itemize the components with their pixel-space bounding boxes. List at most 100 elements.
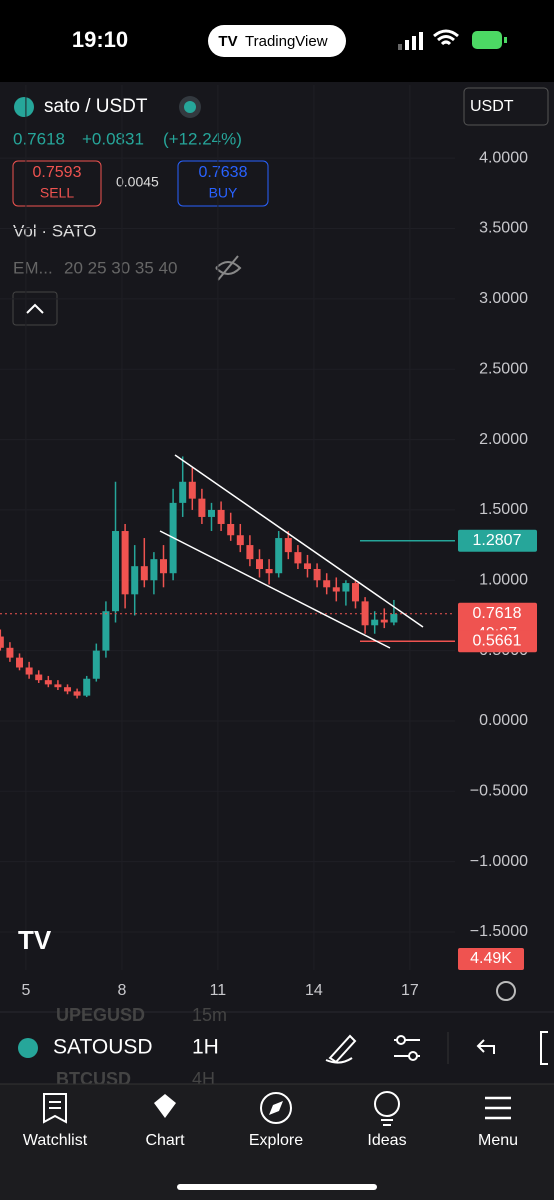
y-tick-label: −1.5000 (470, 923, 528, 940)
x-tick-label: 5 (21, 982, 30, 999)
more-icon[interactable] (540, 1031, 548, 1065)
nav-label[interactable]: Ideas (367, 1132, 406, 1149)
candle-body (323, 580, 331, 588)
candle-body (16, 657, 24, 668)
candle-body (112, 531, 120, 612)
sell-price: 0.7593 (33, 164, 82, 181)
candle-body (227, 523, 235, 536)
sell-button[interactable] (12, 160, 102, 207)
app-pill (208, 25, 346, 57)
x-tick-label: 11 (210, 982, 227, 999)
buy-price: 0.7638 (199, 164, 248, 181)
y-tick-label: 3.5000 (479, 220, 528, 237)
candle-body (236, 535, 244, 546)
battery-tip (504, 37, 507, 43)
collapse-button[interactable] (12, 291, 58, 326)
draw-icon[interactable] (325, 1034, 357, 1064)
candle-body (73, 691, 81, 696)
candle-body (54, 684, 62, 688)
chart-icon (154, 1094, 176, 1118)
undo-icon[interactable] (476, 1039, 495, 1054)
buy-label: BUY (209, 185, 238, 201)
candle-body (25, 667, 33, 675)
candle-body (380, 619, 388, 623)
nav-label[interactable]: Explore (249, 1132, 303, 1149)
time: 19:10 (72, 27, 128, 52)
ideas-icon (374, 1091, 400, 1117)
nav-label[interactable]: Menu (478, 1132, 518, 1149)
coin-icon (14, 97, 34, 117)
ema-label: EM... (13, 258, 53, 277)
candle-body (150, 559, 158, 581)
candle-body (0, 636, 4, 648)
trendline (174, 454, 424, 628)
candle-body (35, 674, 43, 681)
candle-body (303, 563, 311, 570)
candle-body (294, 552, 302, 564)
change: +0.0831 (82, 129, 144, 148)
spread: 0.0045 (116, 174, 159, 190)
wifi (433, 29, 459, 46)
candle-body (390, 614, 398, 623)
price-tag-label: 1.2807 (473, 532, 522, 549)
toolbar-symbol[interactable]: SATOUSD (53, 1036, 153, 1059)
x-tick-label: 8 (117, 982, 126, 999)
y-tick-label: 1.0000 (479, 571, 528, 588)
plot (0, 85, 455, 970)
symbol[interactable]: sato / USDT (44, 96, 148, 117)
y-tick-label: 2.5000 (479, 360, 528, 377)
volume-tag (458, 948, 524, 970)
signal (412, 36, 416, 50)
home-indicator (177, 1184, 377, 1190)
candle-body (284, 538, 292, 553)
volume-tag-label: 4.49K (470, 950, 512, 967)
settings-icon[interactable] (496, 981, 516, 1001)
change-pct: (+12.24%) (163, 129, 242, 148)
buy-button[interactable] (177, 160, 269, 207)
candle-body (131, 566, 139, 595)
toolbar-interval[interactable]: 1H (192, 1036, 219, 1059)
compass-needle (269, 1101, 283, 1115)
logo: TV (218, 33, 237, 50)
price-tag-label: 0.5661 (473, 633, 522, 650)
candle-body (313, 569, 321, 581)
currency-select[interactable] (463, 87, 549, 126)
currency: USDT (470, 98, 514, 115)
bulb-base (381, 1119, 393, 1126)
candle-body (255, 559, 263, 570)
signal (405, 40, 409, 50)
signal (398, 44, 402, 50)
candle-body (208, 509, 216, 517)
x-tick-label: 14 (305, 982, 323, 999)
price-tag-label: 0.7618 (473, 605, 522, 622)
y-tick-label: 3.0000 (479, 290, 528, 307)
candle-body (265, 569, 273, 574)
candle-body (83, 678, 91, 696)
sell-label: SELL (40, 185, 74, 201)
candle-body (275, 538, 283, 574)
candle-body (92, 650, 100, 679)
trendline (159, 530, 391, 649)
candle-body (44, 680, 52, 685)
y-tick-label: 1.5000 (479, 501, 528, 518)
hide-icon[interactable] (215, 255, 242, 281)
nav-label[interactable]: Chart (145, 1132, 185, 1149)
candle-body (246, 545, 254, 560)
candle-body (217, 509, 225, 524)
candle-body (342, 583, 350, 592)
y-tick-label: 0.0000 (479, 712, 528, 729)
volume-label: Vol · SATO (13, 221, 96, 240)
y-tick-label: −1.0000 (470, 853, 528, 870)
prev-symbol: UPEGUSD (56, 1005, 145, 1025)
candle-body (121, 531, 129, 595)
candle-body (198, 498, 206, 517)
battery (472, 31, 502, 49)
last-price: 0.7618 (13, 129, 65, 148)
watermark: TV (18, 925, 52, 955)
candle-body (64, 687, 72, 692)
app-name: TradingView (245, 33, 328, 50)
nav-label[interactable]: Watchlist (23, 1132, 88, 1149)
y-tick-label: 2.0000 (479, 431, 528, 448)
candle-body (371, 619, 379, 626)
